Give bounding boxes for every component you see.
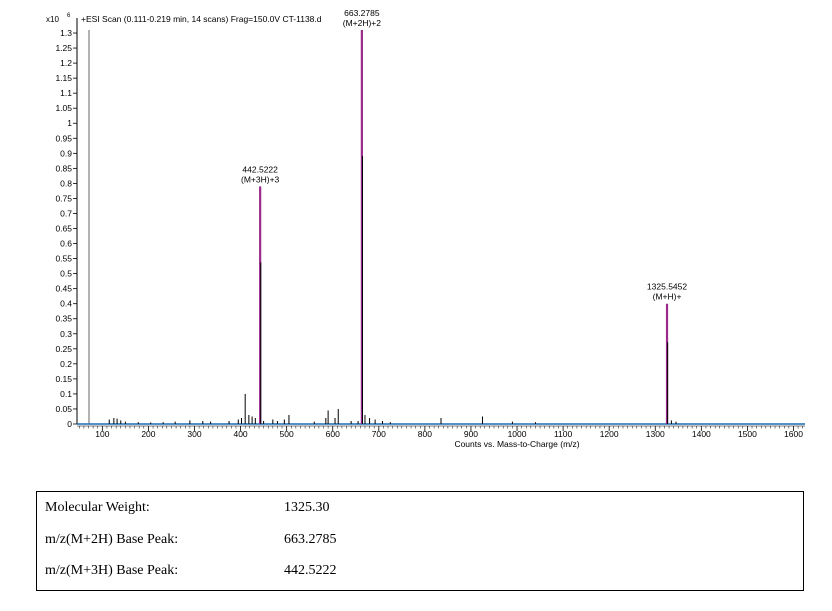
y-tick-label: 0.1 [60,389,72,399]
y-tick-label: 0.15 [55,374,72,384]
x-tick-label: 700 [372,429,386,439]
y-tick-label: 0.3 [60,329,72,339]
x-tick-label: 200 [141,429,155,439]
results-label: m/z(M+3H) Base Peak: [45,563,179,578]
x-tick-label: 500 [280,429,294,439]
y-tick-label: 1 [67,118,72,128]
y-tick-label: 1.25 [55,43,72,53]
results-value: 1325.30 [284,500,330,515]
peak-mz-label: 442.5222 [242,164,278,174]
x-tick-label: 100 [95,429,109,439]
results-table: Molecular Weight: 1325.30 m/z(M+2H) Base… [36,491,804,591]
peak-ion-label: (M+3H)+3 [241,174,280,184]
peak-mz-label: 1325.5452 [647,282,687,292]
y-tick-label: 0.85 [55,163,72,173]
y-tick-label: 0.65 [55,224,72,234]
x-tick-label: 1200 [600,429,619,439]
x-tick-label: 800 [418,429,432,439]
x-axis-label: Counts vs. Mass-to-Charge (m/z) [454,439,579,449]
x-tick-label: 1000 [508,429,527,439]
results-row: m/z(M+2H) Base Peak: 663.2785 [37,526,803,554]
y-tick-label: 0.9 [60,148,72,158]
results-value: 663.2785 [284,532,337,547]
chart-background [43,12,805,452]
y-tick-label: 0.2 [60,359,72,369]
y-tick-label: 1.05 [55,103,72,113]
y-tick-label: 0.8 [60,178,72,188]
y-tick-label: 0.4 [60,299,72,309]
y-tick-label: 0.5 [60,269,72,279]
results-row: Molecular Weight: 1325.30 [37,494,803,522]
y-multiplier-label: x10 [46,15,59,24]
y-tick-label: 0.6 [60,239,72,249]
peak-ion-label: (M+H)+ [653,292,682,302]
y-tick-label: 0.35 [55,314,72,324]
y-tick-label: 1.3 [60,28,72,38]
results-label: Molecular Weight: [45,500,150,515]
y-tick-label: 0.45 [55,284,72,294]
results-row: m/z(M+3H) Base Peak: 442.5222 [37,557,803,585]
results-label: m/z(M+2H) Base Peak: [45,532,179,547]
x-tick-label: 300 [187,429,201,439]
y-tick-label: 0.75 [55,193,72,203]
y-tick-label: 0.95 [55,133,72,143]
y-tick-label: 0.55 [55,254,72,264]
y-multiplier-exponent: 6 [67,13,71,19]
x-tick-label: 1500 [738,429,757,439]
results-value: 442.5222 [284,563,337,578]
y-tick-label: 1.1 [60,88,72,98]
mass-spectrum-chart: x10 6 +ESI Scan (0.111-0.219 min, 14 scans… [43,8,805,452]
y-tick-label: 0 [67,419,72,429]
x-tick-label: 1100 [554,429,573,439]
y-tick-label: 0.7 [60,208,72,218]
peak-mz-label: 663.2785 [344,8,380,18]
chart-title: +ESI Scan (0.111-0.219 min, 14 scans) Fr… [81,14,322,24]
x-tick-label: 600 [326,429,340,439]
y-tick-label: 0.25 [55,344,72,354]
x-tick-label: 900 [464,429,478,439]
x-tick-label: 1300 [646,429,665,439]
x-tick-label: 400 [233,429,247,439]
y-tick-label: 0.05 [55,404,72,414]
x-tick-label: 1400 [692,429,711,439]
peak-ion-label: (M+2H)+2 [343,18,382,28]
y-tick-label: 1.2 [60,58,72,68]
y-tick-label: 1.15 [55,73,72,83]
x-tick-label: 1600 [784,429,803,439]
